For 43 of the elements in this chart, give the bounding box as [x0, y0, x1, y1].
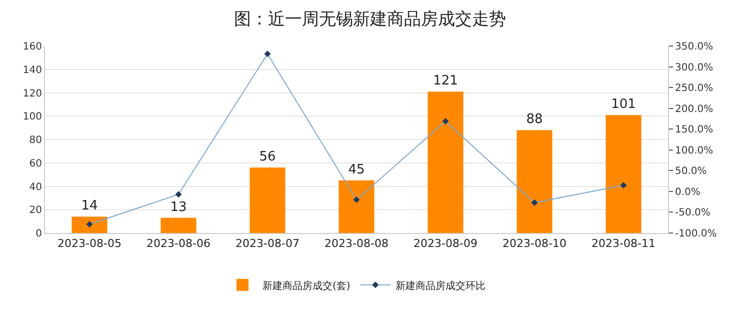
- data-label: 13: [170, 200, 187, 215]
- legend-label: 新建商品房成交(套): [262, 280, 350, 292]
- x-tick-label: 2023-08-09: [414, 237, 478, 250]
- bar: [428, 92, 464, 233]
- data-label: 45: [348, 162, 365, 178]
- y-tick-label: 20: [29, 205, 42, 216]
- y2-tick-label: 300.0%: [675, 62, 714, 74]
- data-label: 121: [433, 74, 458, 89]
- y2-tick-label: 350.0%: [675, 42, 714, 52]
- data-label: 14: [81, 198, 98, 214]
- y-tick-label: 80: [29, 135, 42, 146]
- y2-tick-label: 200.0%: [675, 104, 714, 115]
- data-label: 88: [526, 112, 543, 128]
- data-label: 101: [611, 96, 636, 112]
- bar: [160, 218, 196, 233]
- bar: [606, 114, 642, 233]
- x-tick-label: 2023-08-08: [324, 237, 388, 250]
- y-tick-label: 0: [36, 228, 42, 240]
- x-tick-label: 2023-08-06: [146, 237, 210, 250]
- chart-title: 图：近一周无锡新建商品房成交走势: [234, 9, 506, 30]
- legend-label: 新建商品房成交环比: [395, 280, 486, 292]
- y-tick-label: 40: [29, 182, 42, 193]
- y2-tick-label: -100.0%: [675, 228, 717, 240]
- y-tick-label: 100: [22, 112, 42, 123]
- y-tick-label: 120: [22, 88, 42, 100]
- x-tick-label: 2023-08-05: [58, 237, 122, 250]
- x-tick-label: 2023-08-11: [592, 237, 656, 250]
- bar: [72, 216, 108, 233]
- bar: [250, 168, 286, 233]
- y2-tick-label: 250.0%: [675, 83, 714, 94]
- x-tick-label: 2023-08-10: [502, 237, 566, 250]
- data-label: 56: [259, 150, 276, 165]
- y2-tick-label: 150.0%: [675, 124, 714, 136]
- y-tick-label: 140: [22, 64, 42, 76]
- x-tick-label: 2023-08-07: [236, 237, 300, 250]
- y-tick-label: 160: [22, 42, 42, 52]
- y2-tick-label: 0.0%: [675, 186, 700, 198]
- y2-tick-label: 50.0%: [675, 166, 707, 178]
- y2-tick-label: -50.0%: [675, 208, 710, 219]
- bar: [516, 130, 552, 233]
- bar: [338, 180, 374, 233]
- y2-tick-label: 100.0%: [675, 145, 714, 156]
- y-tick-label: 60: [29, 158, 42, 170]
